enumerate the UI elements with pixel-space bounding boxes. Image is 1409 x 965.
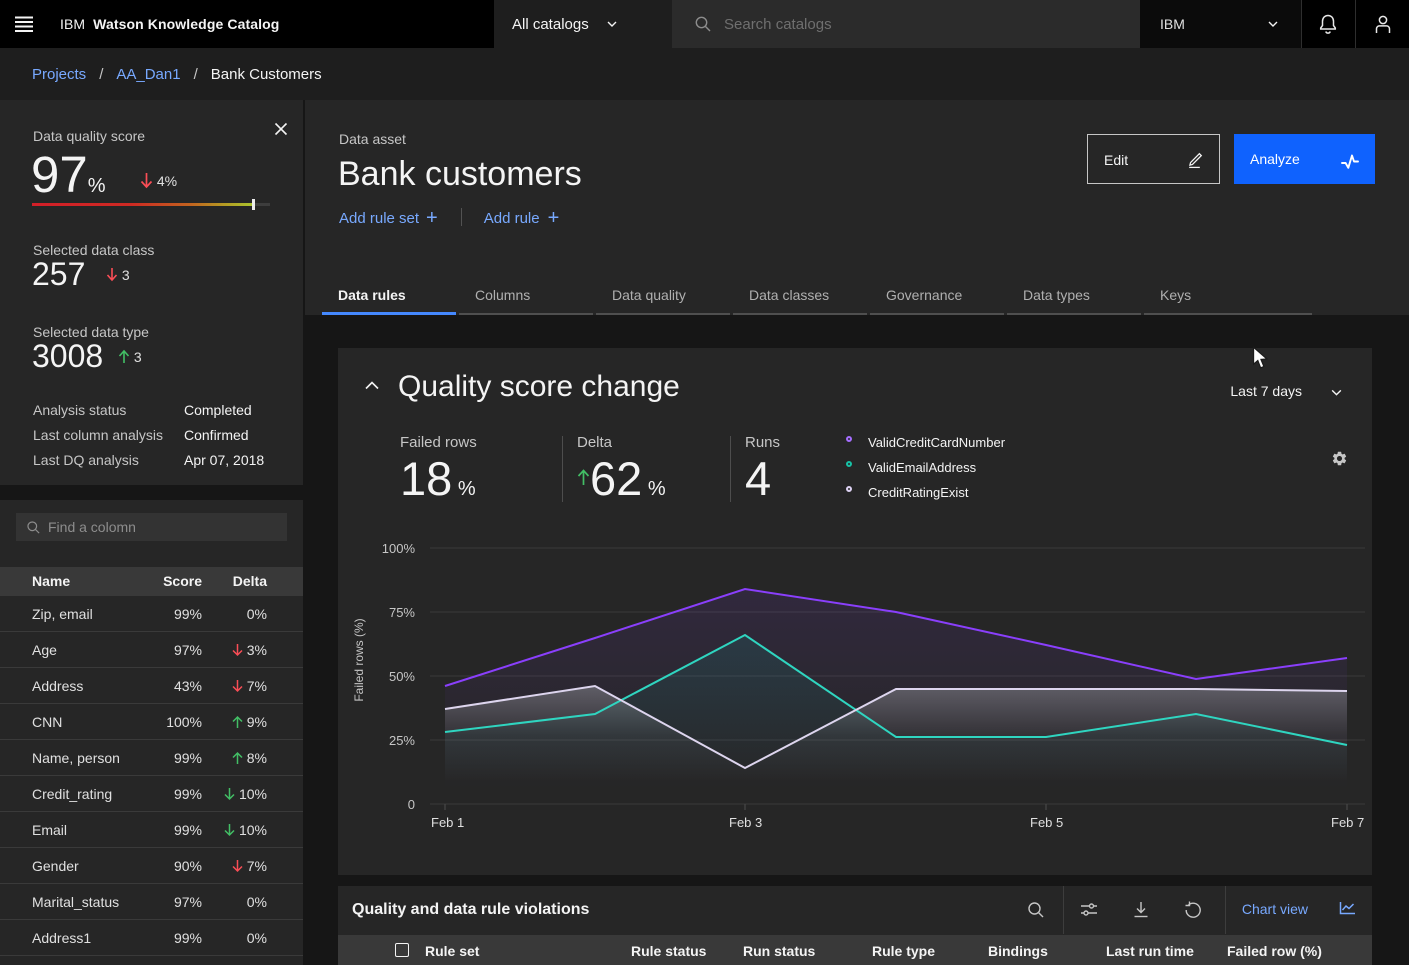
svg-text:Failed rows (%): Failed rows (%) — [352, 618, 366, 701]
svg-text:Feb 5: Feb 5 — [1030, 815, 1063, 830]
svg-text:Feb 3: Feb 3 — [729, 815, 762, 830]
svg-text:100%: 100% — [382, 541, 416, 556]
svg-text:75%: 75% — [389, 605, 415, 620]
svg-text:25%: 25% — [389, 733, 415, 748]
svg-text:50%: 50% — [389, 669, 415, 684]
svg-text:Feb 1: Feb 1 — [431, 815, 464, 830]
svg-text:0: 0 — [408, 797, 415, 812]
svg-text:Feb 7: Feb 7 — [1331, 815, 1364, 830]
